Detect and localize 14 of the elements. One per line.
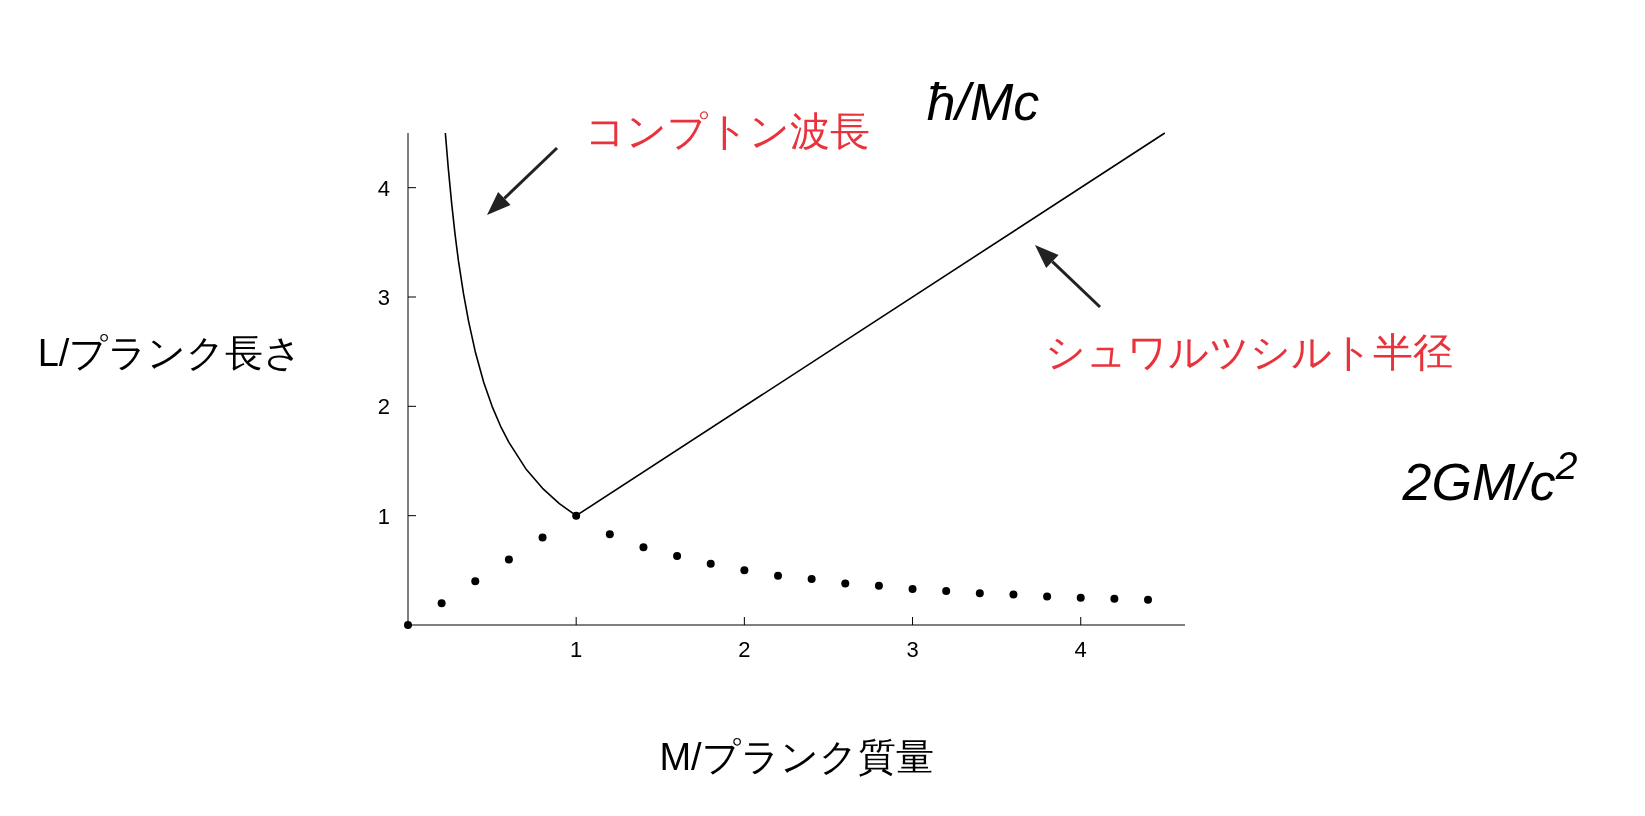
text: ħ/Mc bbox=[926, 73, 1040, 131]
y-tick-label: 3 bbox=[377, 285, 390, 310]
x-tick-label: 3 bbox=[906, 637, 919, 662]
x-tick-label: 4 bbox=[1074, 637, 1087, 662]
x-tick-label: 2 bbox=[738, 637, 751, 662]
y-tick-label: 1 bbox=[377, 503, 390, 529]
y-axis-title: L/プランク長さ bbox=[37, 332, 303, 374]
y-tick-label: 4 bbox=[377, 175, 390, 201]
y-tick-label: 2 bbox=[377, 394, 390, 420]
annotation: コンプトン波長 bbox=[585, 109, 870, 153]
x-tick-label: 1 bbox=[570, 637, 583, 662]
x-axis-title: M/プランク質量 bbox=[659, 736, 934, 778]
text: 2GM/c$^{2}$ bbox=[1401, 443, 1578, 511]
annotation: シュワルツシルト半径 bbox=[1045, 330, 1453, 374]
